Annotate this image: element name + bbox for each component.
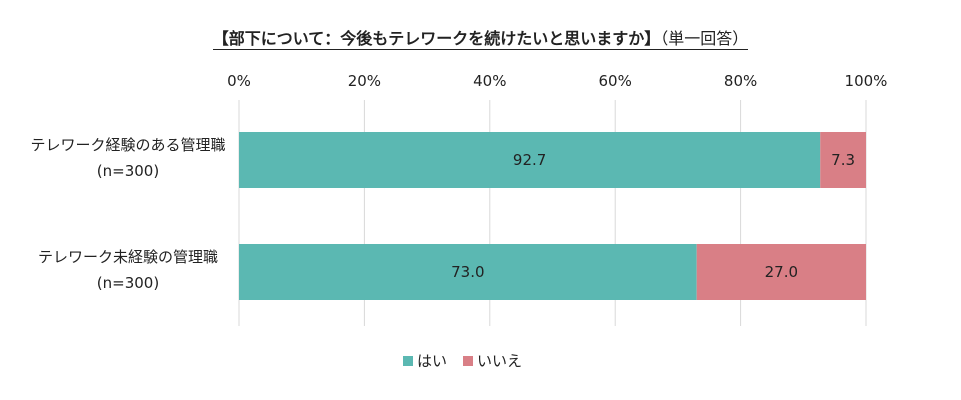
category-label: テレワーク経験のある管理職 [30,136,225,154]
x-tick-label: 40% [473,72,506,90]
legend-label: はい [417,352,447,370]
category-label: テレワーク未経験の管理職 [38,248,218,266]
x-tick-label: 100% [845,72,888,90]
legend-label: いいえ [477,352,522,370]
data-label: 73.0 [451,263,484,281]
category-label: (n=300) [97,162,159,180]
data-label: 92.7 [513,151,546,169]
bar-segment [820,132,866,188]
chart-title-sub: （単一回答） [660,29,749,48]
data-label: 27.0 [765,263,798,281]
legend-swatch [403,356,413,366]
chart-title: 【部下について：今後もテレワークを続けたいと思いますか】（単一回答） [0,28,961,50]
data-label: 7.3 [831,151,855,169]
bar-segment [239,244,697,300]
bar-segment [239,132,821,188]
chart-title-underline: 【部下について：今後もテレワークを続けたいと思いますか】（単一回答） [212,29,749,50]
x-tick-label: 20% [348,72,381,90]
bar-segment [696,244,866,300]
category-label: (n=300) [97,274,159,292]
x-tick-label: 60% [599,72,632,90]
x-tick-label: 80% [724,72,757,90]
legend-swatch [463,356,473,366]
chart-title-main: 【部下について：今後もテレワークを続けたいと思いますか】 [212,29,661,48]
x-tick-label: 0% [227,72,251,90]
